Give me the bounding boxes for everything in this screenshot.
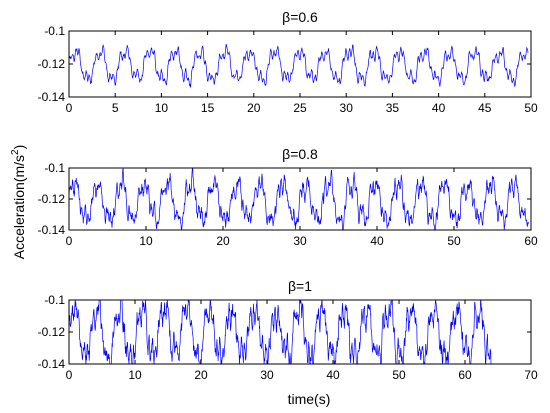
x-tick-label: 10	[139, 234, 153, 248]
y-tick-label: -0.14	[38, 90, 66, 104]
x-tick-label: 0	[66, 368, 73, 382]
y-axis-label: Acceleration(m/s2)	[10, 145, 27, 260]
panel-3: β=1 0 10 20 30 40 50 60 70 -0.1 -0.12 -0.14	[38, 278, 538, 382]
x-tick-label: 20	[194, 368, 208, 382]
x-tick-label: 40	[326, 368, 340, 382]
series-line	[69, 43, 529, 88]
x-tick-label: 30	[293, 234, 307, 248]
x-tick-label: 0	[66, 101, 73, 115]
panel-title: β=0.8	[282, 146, 318, 162]
axes-box	[68, 30, 532, 98]
y-tick-label: -0.12	[38, 57, 66, 71]
y-tick-label: -0.14	[38, 223, 66, 237]
x-tick-label: 45	[478, 101, 492, 115]
x-tick-label: 20	[216, 234, 230, 248]
x-tick-label: 50	[447, 234, 461, 248]
x-tick-label: 60	[458, 368, 472, 382]
panel-title: β=0.6	[282, 9, 318, 25]
y-tick-label: -0.12	[38, 325, 66, 339]
x-tick-label: 10	[155, 101, 169, 115]
x-tick-label: 40	[432, 101, 446, 115]
x-tick-label: 60	[524, 234, 538, 248]
y-tick-label: -0.1	[44, 24, 65, 38]
x-tick-label: 10	[128, 368, 142, 382]
panel-2: β=0.8 0 10 20 30 40 50 60 -0.1 -0.12 -0.14	[38, 146, 538, 248]
x-tick-label: 50	[524, 101, 538, 115]
series-line	[69, 168, 529, 230]
x-tick-label: 70	[524, 368, 538, 382]
y-tick-label: -0.12	[38, 192, 66, 206]
x-tick-label: 30	[340, 101, 354, 115]
series-line	[69, 300, 492, 364]
x-axis-label: time(s)	[288, 391, 331, 407]
x-tick-label: 15	[201, 101, 215, 115]
x-tick-label: 25	[293, 101, 307, 115]
y-tick-label: -0.1	[44, 293, 65, 307]
x-tick-label: 40	[370, 234, 384, 248]
x-tick-label: 5	[112, 101, 119, 115]
x-tick-label: 20	[247, 101, 261, 115]
axes-box	[68, 167, 532, 231]
x-tick-label: 35	[386, 101, 400, 115]
panel-title: β=1	[288, 278, 312, 294]
y-tick-label: -0.1	[44, 161, 65, 175]
y-tick-label: -0.14	[38, 357, 66, 371]
x-tick-label: 50	[392, 368, 406, 382]
x-tick-label: 30	[260, 368, 274, 382]
panel-1: β=0.6 0 5 10 15 20 25 30 35 40 45 50 -0.1 -0.12 -0.14	[38, 9, 538, 115]
x-tick-label: 0	[66, 234, 73, 248]
